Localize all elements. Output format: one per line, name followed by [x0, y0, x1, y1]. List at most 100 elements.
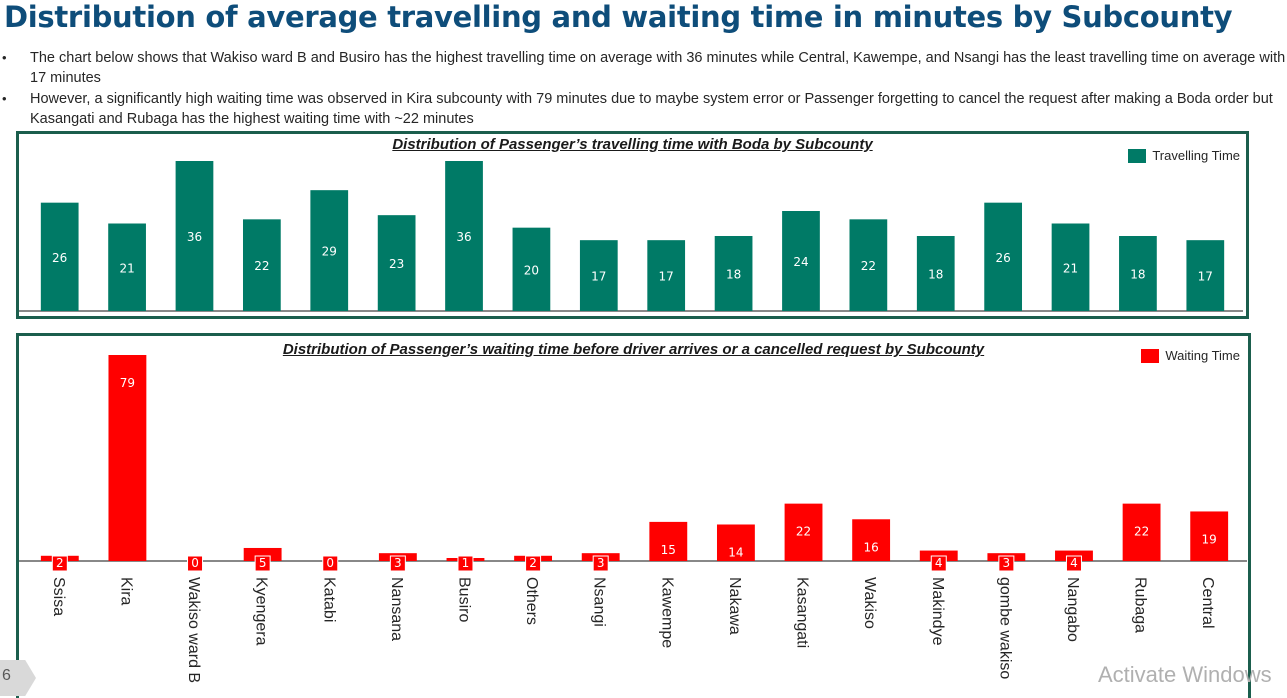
data-label: 36 [187, 230, 202, 244]
data-label: 4 [935, 556, 943, 570]
bar-nsangi [579, 240, 618, 311]
data-label: 22 [796, 525, 811, 539]
bar-kira [108, 223, 146, 311]
bar-central [1190, 511, 1229, 561]
chart-title: Distribution of Passenger’s waiting time… [282, 341, 985, 358]
chart-legend: Waiting Time [1141, 348, 1240, 363]
bar-kawempe [647, 240, 686, 311]
bar-nakawa [714, 236, 753, 311]
category-label: gombe wakiso [996, 577, 1013, 679]
bar-makindye [916, 236, 955, 311]
data-label-box [998, 555, 1015, 572]
data-label: 22 [1134, 525, 1149, 539]
data-label: 5 [259, 556, 267, 570]
data-label: 0 [191, 556, 199, 570]
data-label: 17 [1198, 270, 1213, 284]
legend-swatch [1141, 348, 1160, 363]
data-label: 4 [1070, 556, 1078, 570]
data-label: 14 [728, 545, 743, 559]
data-label: 15 [661, 543, 676, 557]
category-label: Wakiso [861, 577, 878, 629]
bar-kasangati [782, 211, 820, 311]
activation-watermark: Activate Windows [1098, 662, 1272, 687]
page-title: Distribution of average travelling and w… [4, 0, 1233, 34]
category-label: Kawempe [658, 577, 675, 648]
data-label: 0 [326, 556, 334, 570]
data-label-box [592, 555, 609, 572]
data-label-box [51, 555, 68, 572]
bullet-symbol: • [2, 50, 7, 65]
legend-swatch [1128, 148, 1147, 163]
data-label: 21 [119, 261, 134, 275]
data-label: 36 [456, 230, 471, 244]
data-label: 18 [726, 268, 741, 282]
bar-nansana [377, 215, 416, 311]
bar-gombe-wakiso [984, 202, 1023, 311]
legend-label: Waiting Time [1165, 348, 1240, 363]
data-label: 21 [1063, 261, 1078, 275]
category-label: Kira [117, 577, 134, 606]
waiting-time-chart: Distribution of Passenger’s waiting time… [16, 333, 1251, 698]
category-label: Ssisa [50, 577, 67, 616]
category-label: Kyengera [253, 577, 270, 646]
legend-label: Travelling Time [1152, 148, 1240, 163]
summary-bullets: • The chart below shows that Wakiso ward… [0, 48, 1287, 129]
category-label: Nangabo [1064, 577, 1081, 642]
bar-busiro [445, 161, 483, 311]
category-label: Makindye [929, 577, 946, 646]
bar-rubaga [1122, 503, 1161, 561]
data-label: 22 [861, 259, 876, 273]
bar-kira [108, 355, 147, 561]
data-label: 18 [928, 268, 943, 282]
bar-wakiso-ward-b [175, 161, 214, 311]
category-label: Nakawa [726, 577, 743, 635]
bar-kawempe [649, 521, 688, 561]
bar-katabi [310, 190, 349, 311]
data-label-box [389, 555, 406, 572]
bar-kyengera [242, 219, 281, 311]
bullet-text: However, a significantly high waiting ti… [30, 91, 1273, 127]
data-label: 3 [394, 556, 402, 570]
data-label: 3 [597, 556, 605, 570]
bar-central [1186, 240, 1225, 311]
category-label: Wakiso ward B [185, 577, 202, 683]
data-label: 17 [659, 270, 674, 284]
data-label: 20 [524, 263, 539, 277]
data-label: 1 [462, 556, 470, 570]
bar-kasangati [784, 503, 823, 561]
category-label: Nsangi [591, 577, 608, 627]
bar-nakawa [716, 524, 755, 561]
bullet-item: • However, a significantly high waiting … [0, 89, 1287, 129]
data-label: 17 [591, 270, 606, 284]
data-label: 79 [120, 376, 135, 390]
data-label-box [254, 555, 271, 572]
data-label-box [457, 555, 474, 572]
category-label: Nansana [388, 577, 405, 641]
waiting-time-plot: 2 Ssisa 79 Kira 0 Wakiso ward B 5 Kyengera 0 Kata… [19, 355, 1247, 683]
chart-legend: Travelling Time [1128, 148, 1240, 163]
category-label: Central [1199, 577, 1216, 629]
data-label-box [930, 555, 947, 572]
bar-wakiso [852, 519, 891, 561]
data-label: 19 [1202, 532, 1217, 546]
bar-others [512, 227, 551, 311]
data-label: 23 [389, 257, 404, 271]
data-label: 26 [52, 251, 67, 265]
data-label-box [525, 555, 542, 572]
data-label-box [187, 555, 204, 572]
page-number: 6 [2, 667, 11, 684]
bar-kyengera [243, 547, 282, 561]
data-label-box [1065, 555, 1082, 572]
data-label: 26 [995, 251, 1010, 265]
data-label-box [322, 555, 339, 572]
travelling-time-plot: 26 21 36 22 29 23 36 20 17 17 18 24 22 18 26 21 18 17 [19, 161, 1243, 312]
data-label: 29 [322, 245, 337, 259]
data-label: 18 [1130, 268, 1145, 282]
category-label: Rubaga [1132, 577, 1149, 633]
category-label: Katabi [320, 577, 337, 622]
bar-nangabo [1051, 223, 1090, 311]
chart-title: Distribution of Passenger’s travelling t… [392, 136, 873, 153]
data-label: 2 [56, 556, 64, 570]
bullet-item: • The chart below shows that Wakiso ward… [0, 48, 1287, 88]
bar-wakiso [849, 219, 888, 311]
